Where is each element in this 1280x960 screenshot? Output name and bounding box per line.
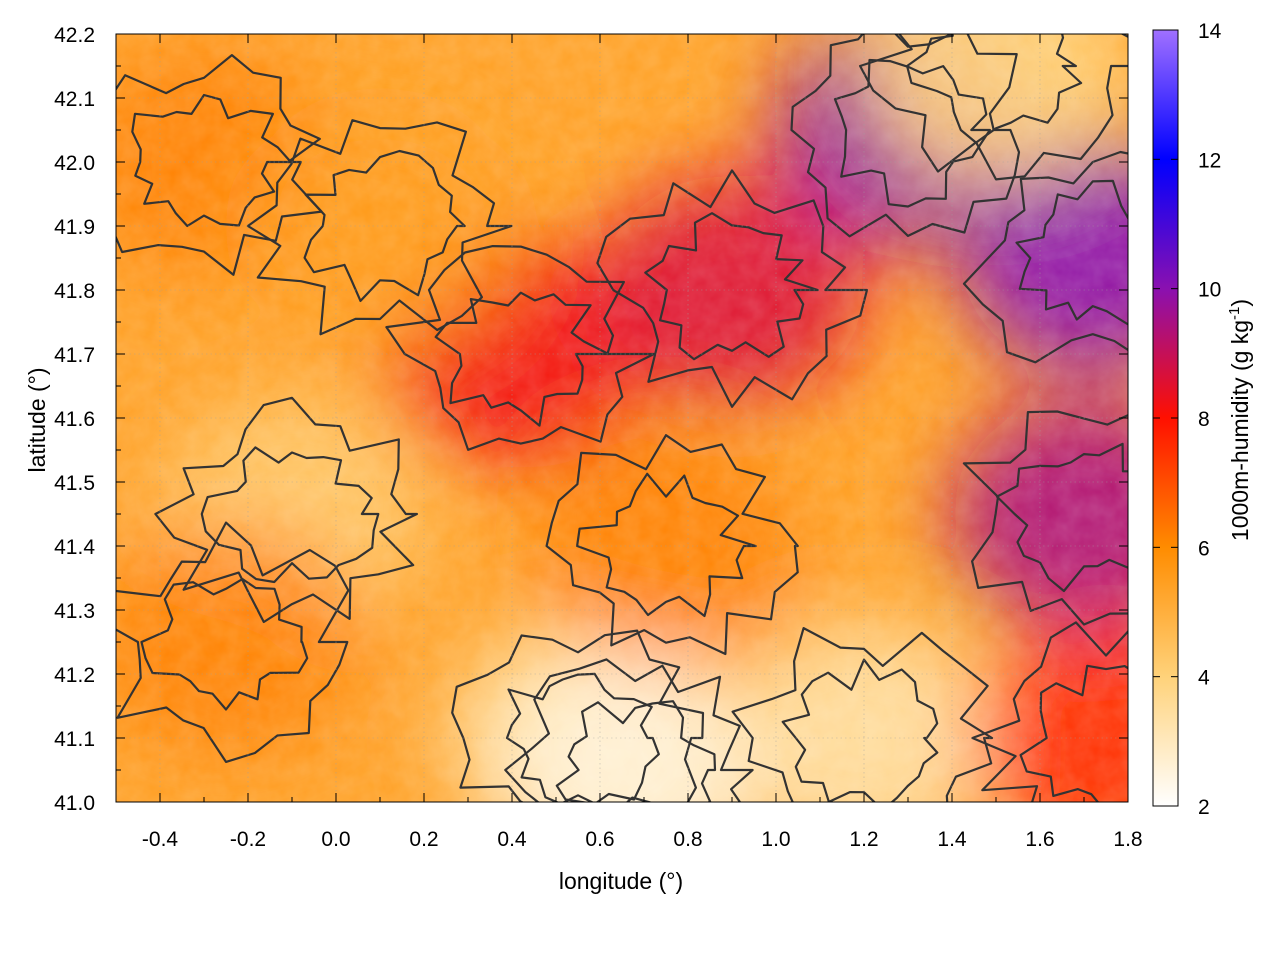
colorbar-label-tail: )	[1227, 299, 1253, 307]
x-tick-label: 1.8	[1113, 828, 1142, 851]
colorbar-tick-label: 4	[1198, 667, 1210, 690]
contour-line	[833, 58, 991, 208]
contour-lines	[116, 34, 1128, 802]
contour-line	[246, 119, 513, 336]
contour-line	[995, 442, 1128, 593]
contour-line	[200, 446, 380, 584]
heatmap-field	[116, 34, 1128, 802]
colorbar-label-sup: -1	[1226, 307, 1243, 320]
contour-line	[781, 658, 939, 802]
contour-line	[505, 672, 660, 802]
colorbar-tick-label: 6	[1198, 537, 1210, 560]
contour-line	[971, 621, 1128, 802]
x-tick-label: 0.4	[497, 828, 527, 851]
colorbar-label: 1000m-humidity (g kg-1)	[1226, 299, 1253, 541]
x-tick-label: 0.0	[321, 828, 350, 851]
y-tick-label: 41.8	[54, 280, 95, 303]
colorbar-tick-label: 2	[1198, 796, 1210, 819]
colorbar-label-main: 1000m-humidity (g kg	[1227, 320, 1253, 541]
contour-line	[434, 291, 610, 427]
contour-line	[140, 578, 309, 711]
x-tick-label: 1.0	[761, 828, 790, 851]
contour-line	[962, 410, 1128, 626]
contour-line	[451, 629, 705, 802]
contour-line	[555, 700, 717, 802]
y-tick-label: 41.6	[54, 408, 95, 431]
y-tick-label: 41.2	[54, 664, 95, 687]
x-tick-label: 0.8	[673, 828, 702, 851]
y-tick-label: 41.0	[54, 792, 95, 815]
contour-line	[644, 212, 819, 361]
x-axis: -0.4 -0.2 0.0 0.2 0.4 0.6 0.8 1.0 1.2 1.4 1.6 1.8	[115, 34, 1143, 851]
contour-line	[131, 93, 292, 228]
contour-line	[154, 396, 418, 624]
contour-line	[731, 627, 994, 802]
y-axis-label: latitude (°)	[24, 367, 50, 472]
y-tick-label: 41.9	[54, 216, 95, 239]
y-tick-label: 42.0	[54, 152, 95, 175]
contour-line	[303, 149, 466, 302]
x-tick-label: -0.2	[230, 828, 266, 851]
x-axis-label: longitude (°)	[559, 868, 683, 894]
contour-line	[545, 434, 799, 656]
contour-line	[576, 472, 757, 618]
contour-line	[1019, 664, 1128, 802]
y-tick-label: 42.1	[54, 88, 95, 111]
x-tick-label: 1.2	[849, 828, 878, 851]
x-tick-label: 1.4	[937, 828, 967, 851]
y-axis: 41.0 41.1 41.2 41.3 41.4 41.5 41.6 41.7 41.8 41.9…	[54, 24, 1128, 815]
contour-line	[596, 169, 869, 408]
contour-line	[906, 34, 1083, 144]
x-tick-label: 1.6	[1025, 828, 1054, 851]
contour-line	[116, 54, 323, 276]
contour-line	[790, 34, 1021, 238]
contour-line	[962, 150, 1128, 364]
colorbar-tick-label: 8	[1198, 408, 1210, 431]
contour-line	[385, 245, 655, 451]
grid-lines	[116, 34, 1128, 802]
y-tick-label: 41.3	[54, 600, 95, 623]
contour-line	[1015, 179, 1128, 326]
colorbar-tick-label: 12	[1198, 149, 1221, 172]
x-tick-label: 0.6	[585, 828, 614, 851]
x-tick-label: -0.4	[142, 828, 179, 851]
x-tick-label: 0.2	[409, 828, 438, 851]
contour-line	[116, 521, 350, 763]
colorbar-tick-label: 14	[1198, 20, 1222, 43]
y-tick-label: 41.5	[54, 472, 95, 495]
y-tick-label: 41.7	[54, 344, 95, 367]
y-tick-label: 41.1	[54, 728, 95, 751]
colorbar-tick-label: 10	[1198, 279, 1221, 302]
y-tick-label: 41.4	[54, 536, 95, 559]
colorbar-axis: 2 4 6 8 10 12 14	[1153, 20, 1222, 819]
contour-line	[859, 34, 1128, 181]
contour-line	[504, 658, 754, 802]
y-tick-label: 42.2	[54, 24, 95, 47]
